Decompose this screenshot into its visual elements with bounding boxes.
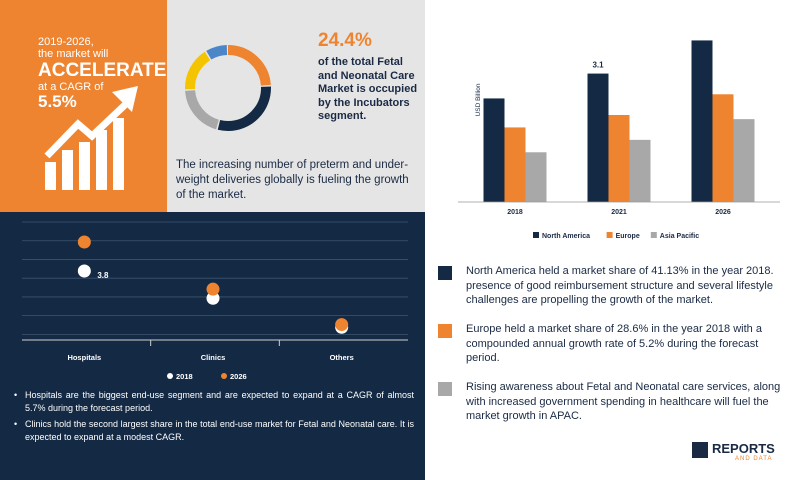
donut-panel: [167, 0, 425, 212]
bar-tick-2026: 2026: [715, 209, 731, 216]
bar-2026-asia-pacific: [733, 119, 755, 202]
bar-2021-asia-pacific: [629, 139, 651, 202]
promo-accelerate: ACCELERATE: [38, 60, 167, 81]
north-america-swatch: [438, 266, 452, 280]
promo-cagr: 5.5%: [38, 92, 77, 111]
asia-pacific-text: Rising awareness about Fetal and Neonata…: [466, 381, 781, 422]
promo-will: the market will: [38, 48, 109, 60]
dot-legend-swatch-2018: [167, 373, 173, 379]
bar-2021-europe: [608, 115, 630, 202]
growth-arrow-icon: [44, 86, 138, 190]
legend-swatch-europe: [606, 232, 613, 238]
bar-2021-north-america: [587, 73, 609, 202]
bar-2026-north-america: [691, 40, 713, 202]
end-use-dot-chart: Hospitals Clinics Others 3.8 2018 2026: [22, 221, 408, 381]
regional-bar-chart: 2018 2021 2026 3.1 USD Billion North America E…: [458, 40, 780, 240]
donut-chart: [185, 45, 271, 131]
bar-2018-europe: [504, 127, 526, 202]
bar-tick-2018: 2018: [507, 209, 523, 216]
legend-swatch-asia-pacific: [650, 232, 657, 238]
logo-name: REPORTS: [712, 441, 775, 456]
dot-clinics-2018: [206, 291, 220, 305]
dot-tick-others: Others: [330, 353, 354, 362]
legend-swatch-north-america: [533, 232, 539, 238]
promo-panel: 2019-2026, the market will ACCELERATE at…: [0, 0, 167, 212]
donut-segment-3: [185, 45, 271, 131]
dot-tick-clinics: Clinics: [201, 353, 226, 362]
donut-percent: 24.4%: [318, 30, 372, 51]
growth-description: The increasing number of preterm and und…: [176, 159, 409, 201]
bullet-clinics: Clinics hold the second largest share in…: [14, 418, 414, 443]
dot-legend-label-2018: 2018: [176, 372, 193, 381]
donut-segment-1: [185, 45, 271, 131]
legend-label-north-america: North America: [542, 233, 590, 240]
bar-2018-asia-pacific: [525, 152, 547, 202]
promo-years: 2019-2026,: [38, 36, 94, 48]
dot-others-2026: [335, 318, 349, 332]
bar-2018-north-america: [483, 98, 505, 202]
dot-tick-hospitals: Hospitals: [67, 353, 101, 362]
donut-segment-0: [185, 45, 271, 131]
europe-swatch: [438, 324, 452, 338]
dot-data-label: 3.8: [97, 271, 109, 280]
legend-label-europe: Europe: [616, 233, 640, 240]
promo-cagr-prefix: at a CAGR of: [38, 81, 104, 93]
bar-data-label: 3.1: [592, 61, 604, 70]
bullet-hospitals: Hospitals are the biggest end-use segmen…: [14, 389, 414, 414]
dot-hospitals-2026: [77, 235, 91, 249]
north-america-text: North America held a market share of 41.…: [466, 265, 774, 306]
dot-clinics-2026: [206, 282, 220, 296]
dot-legend-swatch-2026: [221, 373, 227, 379]
logo-subtitle: AND DATA: [735, 456, 773, 462]
bar-y-label: USD Billion: [475, 83, 482, 116]
bar-2026-europe: [712, 94, 734, 202]
donut-description: of the total Fetal and Neonatal Care Mar…: [318, 56, 418, 122]
bar-tick-2021: 2021: [611, 209, 627, 216]
asia-pacific-swatch: [438, 382, 452, 396]
dot-legend-label-2026: 2026: [230, 372, 247, 381]
legend-label-asia-pacific: Asia Pacific: [660, 233, 699, 240]
dot-hospitals-2018: [77, 264, 91, 278]
europe-text: Europe held a market share of 28.6% in t…: [466, 323, 762, 364]
logo-icon: [692, 442, 708, 458]
